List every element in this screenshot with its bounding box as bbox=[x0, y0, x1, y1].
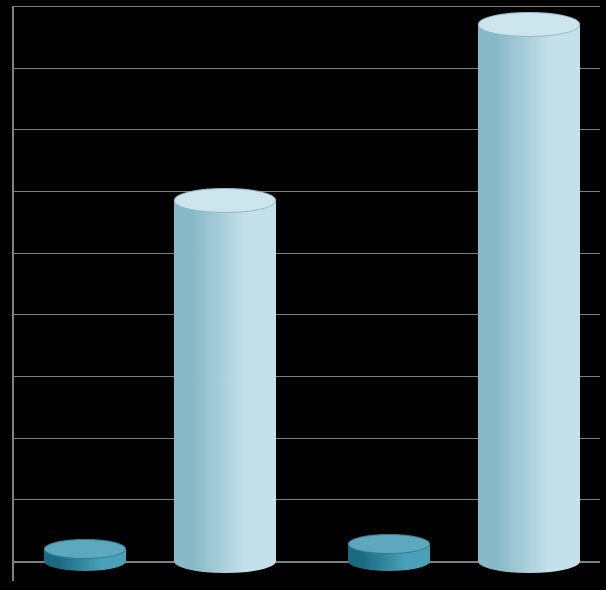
bar-body bbox=[174, 200, 276, 561]
bar-base-ellipse bbox=[348, 551, 430, 571]
bar-top-ellipse bbox=[348, 534, 430, 554]
bar-body bbox=[478, 25, 580, 562]
bar bbox=[478, 12, 580, 573]
bar-base-ellipse bbox=[174, 549, 276, 573]
bar bbox=[44, 539, 126, 571]
bar-base-ellipse bbox=[478, 549, 580, 573]
gridline bbox=[12, 6, 600, 7]
bar-top-ellipse bbox=[174, 188, 276, 212]
bar-top-ellipse bbox=[44, 539, 126, 559]
bar-chart bbox=[0, 0, 606, 590]
bar bbox=[348, 534, 430, 571]
y-axis-line bbox=[12, 6, 14, 581]
bar-top-ellipse bbox=[478, 12, 580, 36]
bar bbox=[174, 188, 276, 573]
